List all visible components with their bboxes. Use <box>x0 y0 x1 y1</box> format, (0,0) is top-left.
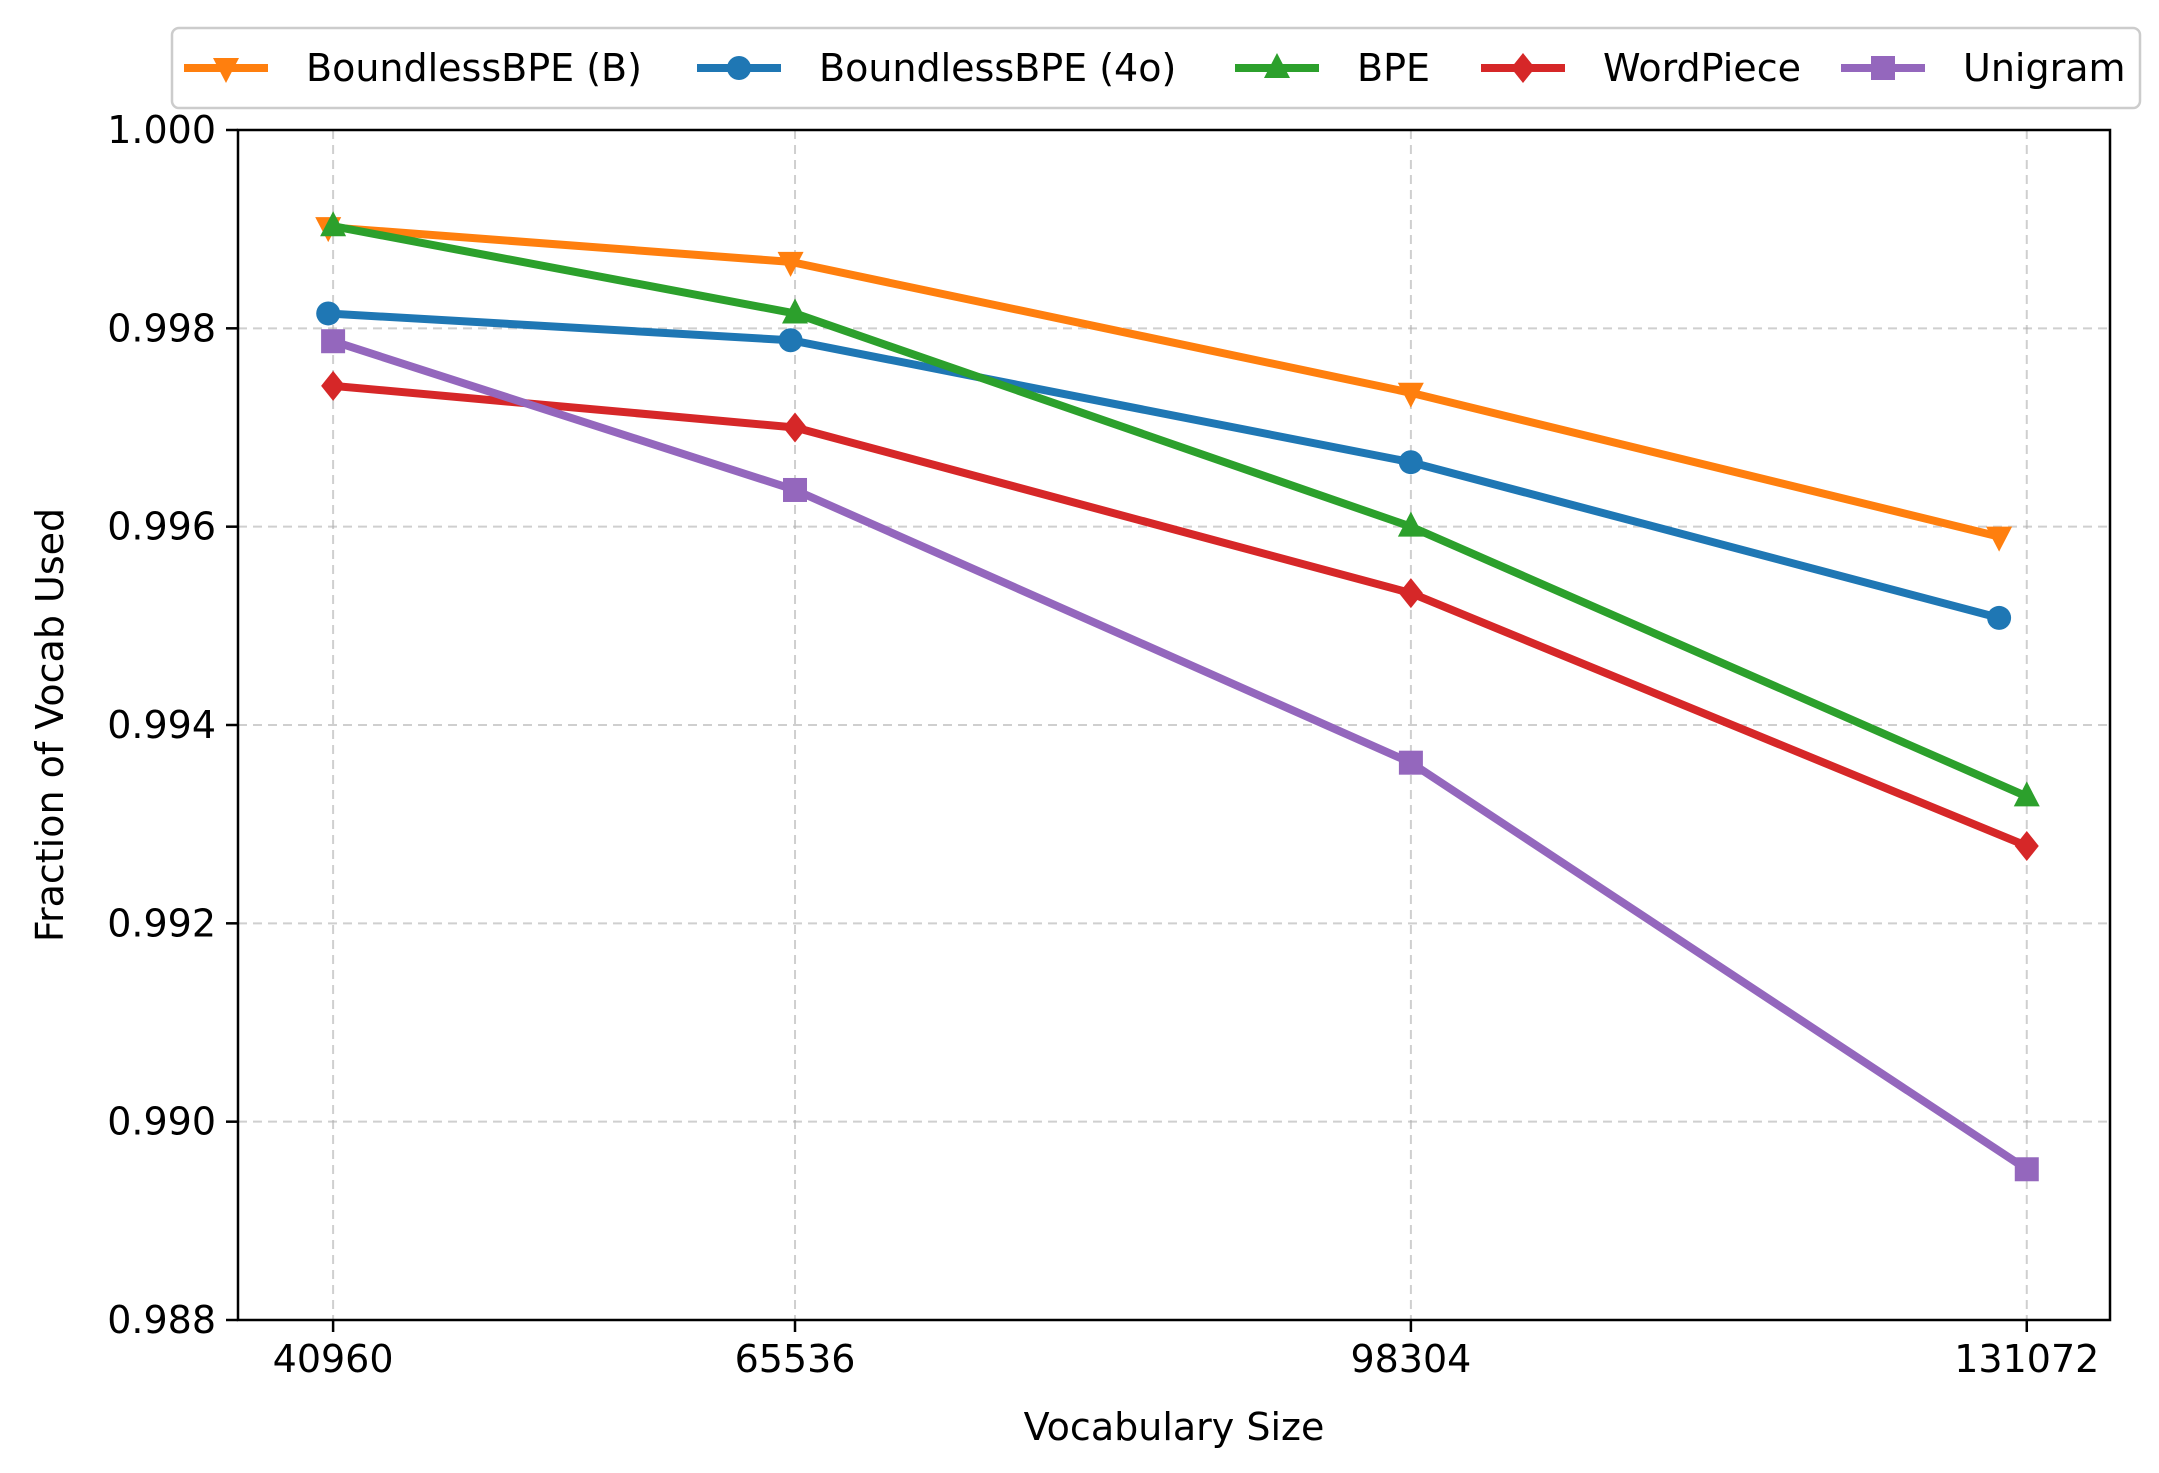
legend-swatch-marker <box>1264 53 1290 78</box>
legend-label: BPE <box>1357 46 1430 90</box>
legend-entry-wordpiece: WordPiece <box>1481 46 1801 90</box>
y-tick-label: 0.992 <box>107 901 216 945</box>
data-point-wordpiece <box>321 370 346 401</box>
y-tick-label: 0.990 <box>107 1100 216 1144</box>
gridlines <box>238 130 2110 1320</box>
data-point-wordpiece <box>2014 830 2039 861</box>
series-line-unigram <box>329 337 2031 1174</box>
data-point-boundlessbpe-4o <box>1398 450 1423 475</box>
series-bpe <box>320 211 2040 807</box>
data-point-wordpiece <box>1398 578 1423 609</box>
legend-swatch-marker <box>727 56 751 80</box>
data-point-bpe <box>782 298 809 324</box>
x-tick-label: 98304 <box>1350 1337 1471 1381</box>
data-point-unigram <box>321 329 346 354</box>
x-tick-label: 40960 <box>273 1337 394 1381</box>
legend-label: Unigram <box>1963 46 2126 90</box>
legend-frame <box>170 26 2142 110</box>
data-point-boundlessbpe-b <box>1986 526 2013 552</box>
axis-ticks: 40960 65536 98304 131072 0.988 0.990 0.992 0.99… <box>107 108 2099 1381</box>
legend-entry-boundlessbpe-4o: BoundlessBPE (4o) <box>697 46 1176 90</box>
y-tick-label: 1.000 <box>107 108 216 152</box>
series-boundlessbpe-4o <box>316 301 2012 630</box>
series-line-boundlessbpe-b <box>324 223 2004 541</box>
y-tick-label: 0.998 <box>107 306 216 350</box>
y-axis-label: Fraction of Vocab Used <box>28 508 72 942</box>
data-point-bpe <box>1397 511 1424 537</box>
series-line-bpe <box>329 222 2031 801</box>
data-point-unigram <box>783 477 808 502</box>
y-tick-label: 0.996 <box>107 505 216 549</box>
legend-label: BoundlessBPE (4o) <box>819 46 1176 90</box>
data-point-boundlessbpe-b <box>777 251 804 277</box>
legend-label: WordPiece <box>1603 46 1801 90</box>
series-line-boundlessbpe-4o <box>324 309 2004 622</box>
series-unigram <box>321 329 2039 1182</box>
legend-entry-boundlessbpe-b: BoundlessBPE (B) <box>184 46 642 90</box>
legend: BoundlessBPE (B) BoundlessBPE (4o) BPE Word… <box>170 26 2142 110</box>
series-line-wordpiece <box>329 381 2031 850</box>
data-point-boundlessbpe-4o <box>1987 605 2012 630</box>
x-axis-label: Vocabulary Size <box>1024 1405 1325 1449</box>
y-tick-label: 0.988 <box>107 1298 216 1342</box>
data-point-wordpiece <box>783 412 808 443</box>
x-tick-label: 65536 <box>735 1337 856 1381</box>
legend-swatch-marker <box>1871 56 1895 80</box>
data-point-unigram <box>1398 750 1423 775</box>
data-point-bpe <box>2013 781 2040 807</box>
legend-entry-bpe: BPE <box>1235 46 1430 90</box>
series-wordpiece <box>321 370 2039 861</box>
y-tick-label: 0.994 <box>107 703 216 747</box>
legend-entry-unigram: Unigram <box>1841 46 2126 90</box>
data-point-boundlessbpe-4o <box>778 328 803 353</box>
plot-series <box>315 211 2040 1182</box>
legend-swatch-marker <box>213 58 239 83</box>
data-point-unigram <box>2014 1157 2039 1182</box>
legend-swatch-marker <box>1511 53 1535 83</box>
data-point-boundlessbpe-4o <box>316 301 341 326</box>
data-point-boundlessbpe-b <box>1397 382 1424 408</box>
x-tick-label: 131072 <box>1954 1337 2099 1381</box>
data-point-bpe <box>320 211 347 237</box>
legend-label: BoundlessBPE (B) <box>306 46 642 90</box>
